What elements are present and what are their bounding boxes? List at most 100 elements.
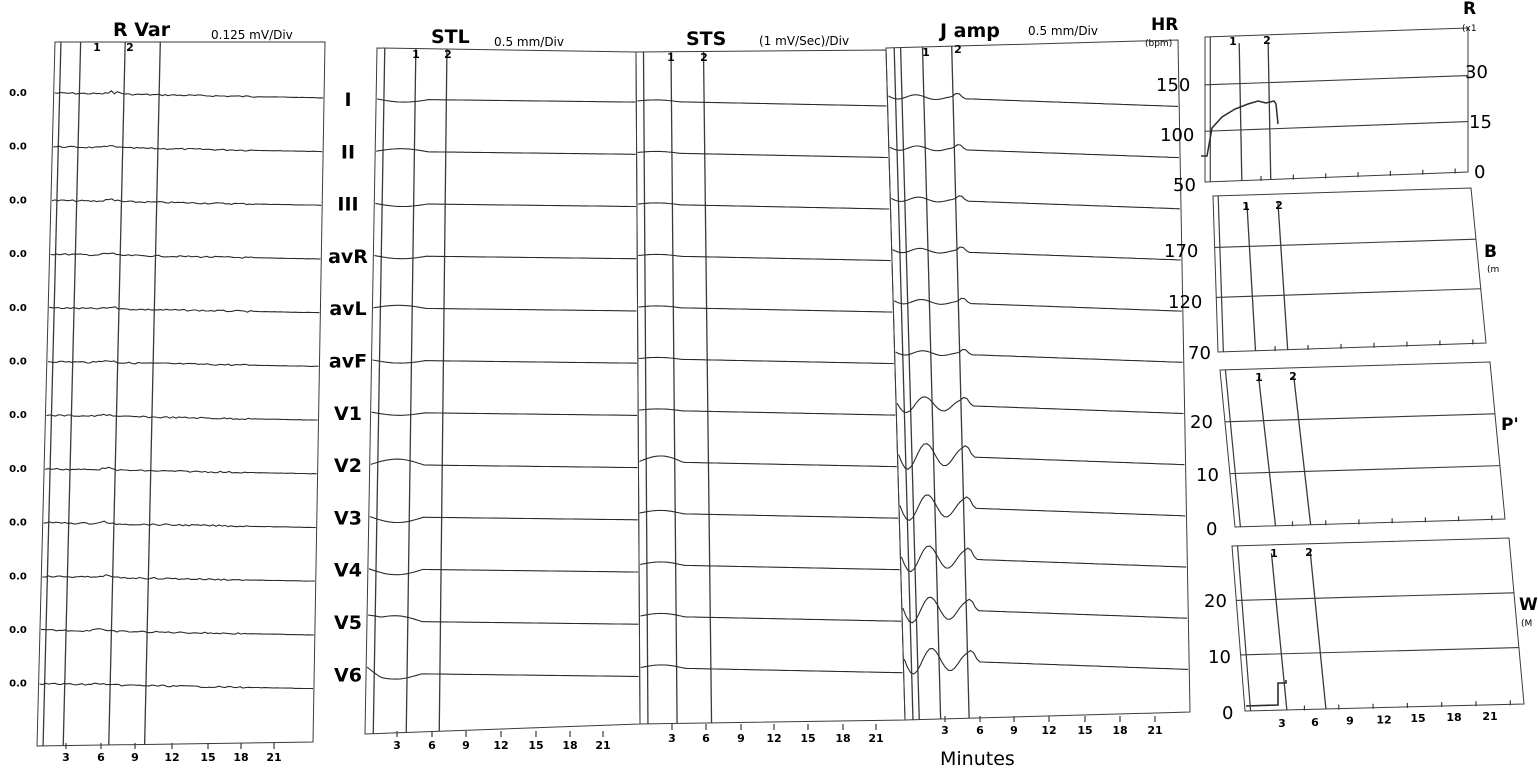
x-tick-label-1-3: 12: [493, 739, 508, 752]
trace-2-lead-6: [639, 408, 896, 416]
x-tick-label-0-0: 3: [62, 751, 70, 764]
x-tick-label-1-5: 18: [562, 739, 577, 752]
trace-3-lead-5: [895, 348, 1183, 363]
trace-1-lead-1: [376, 148, 636, 155]
x-tick-label-0-1: 6: [97, 751, 105, 764]
event-line-3-2: [921, 46, 942, 720]
rvar-baseline-label-5: 0.0: [9, 357, 27, 368]
workload-step-line: [1245, 680, 1287, 707]
side-marker-4-0: 1: [1229, 35, 1237, 48]
x-tick-label-1-2: 9: [462, 739, 470, 752]
x-tick-label-1-4: 15: [528, 739, 543, 752]
trace-0-lead-11: [39, 682, 314, 690]
trace-1-lead-3: [374, 255, 637, 260]
lead-label-iii: III: [337, 194, 358, 216]
main-panel-frame-1: [364, 47, 641, 735]
trace-0-lead-9: [42, 574, 315, 582]
event-line-0-0: [42, 41, 62, 746]
x-tick-label-3-1: 6: [976, 724, 984, 737]
side-gridline-6-0: [1224, 413, 1495, 423]
x-tick-label-2-5: 18: [835, 732, 850, 745]
side-x-tick-label-1: 6: [1311, 716, 1319, 729]
trace-0-lead-8: [43, 520, 316, 529]
side-gridline-5-0: [1214, 238, 1476, 249]
r-side-units: (x1: [1462, 24, 1477, 34]
w-side-title: W: [1519, 595, 1538, 615]
trace-2-lead-8: [639, 509, 899, 519]
trace-0-lead-2: [51, 198, 322, 206]
r-ytick-30: 30: [1465, 62, 1488, 83]
hr-ytick-150: 150: [1156, 75, 1190, 96]
lead-label-i: I: [344, 89, 351, 111]
event-marker-2-1: 2: [700, 51, 708, 64]
r-ytick-15: 15: [1469, 112, 1492, 133]
event-marker-0-1: 2: [126, 41, 134, 54]
r-ytick-0: 0: [1474, 162, 1485, 183]
b-side-units: (m: [1487, 265, 1499, 275]
rvar-baseline-label-0: 0.0: [9, 88, 27, 99]
trace-0-lead-6: [46, 413, 318, 421]
x-tick-label-3-5: 18: [1112, 724, 1127, 737]
side-x-tick-label-0: 3: [1278, 717, 1286, 730]
trace-3-lead-7: [897, 443, 1185, 470]
event-marker-1-0: 1: [412, 48, 420, 61]
trace-2-lead-2: [637, 202, 890, 210]
trace-3-lead-8: [899, 494, 1186, 522]
trace-1-lead-10: [367, 614, 639, 625]
side-panel-frame-5: [1212, 187, 1487, 353]
hr-units: (bpm): [1145, 39, 1172, 49]
lead-label-avr: avR: [328, 246, 368, 268]
trace-3-lead-9: [900, 545, 1187, 573]
trace-1-lead-2: [375, 202, 636, 208]
event-line-2-1: [670, 51, 678, 724]
side-event-line-4-0: [1238, 43, 1243, 181]
event-line-0-3: [143, 41, 161, 745]
side-marker-6-0: 1: [1255, 371, 1263, 384]
side-edge-line-7: [1236, 545, 1252, 711]
trace-2-lead-4: [638, 305, 893, 313]
event-marker-2-0: 1: [667, 51, 675, 64]
lead-label-avf: avF: [329, 351, 367, 373]
rvar-baseline-label-9: 0.0: [9, 571, 27, 582]
event-line-1-0: [372, 48, 386, 734]
trace-1-lead-9: [368, 568, 639, 576]
b-ytick-170: 170: [1164, 241, 1198, 262]
side-event-line-7-0: [1270, 553, 1288, 711]
event-line-3-0: [893, 47, 914, 720]
trace-2-lead-11: [640, 664, 903, 674]
event-marker-0-0: 1: [93, 41, 101, 54]
w-side-units: (M: [1521, 619, 1532, 629]
hr-ytick-50: 50: [1173, 175, 1196, 196]
x-tick-label-0-4: 15: [200, 751, 215, 764]
hr-ytick-100: 100: [1160, 125, 1194, 146]
grid-layer: [36, 27, 1525, 749]
hr-trend-line: [1201, 100, 1279, 157]
trace-3-lead-2: [891, 195, 1180, 210]
x-tick-label-1-1: 6: [428, 739, 436, 752]
b-ytick-120: 120: [1168, 292, 1202, 313]
text-layer: R Var 0.125 mV/Div STL 0.5 mm/Div STS (1…: [9, 0, 1538, 770]
rvar-baseline-label-7: 0.0: [9, 464, 27, 475]
sts-units: (1 mV/Sec)/Div: [759, 34, 849, 48]
event-line-1-1: [405, 48, 417, 733]
side-gridline-6-1: [1229, 465, 1500, 475]
event-marker-3-0: 1: [922, 46, 930, 59]
side-panel-frame-7: [1231, 537, 1525, 712]
side-marker-5-0: 1: [1242, 200, 1250, 213]
lead-label-v3: V3: [334, 507, 362, 529]
trace-0-lead-4: [49, 306, 320, 314]
rvar-baseline-label-6: 0.0: [9, 410, 27, 421]
trace-1-lead-7: [370, 458, 638, 469]
rvar-baseline-label-11: 0.0: [9, 679, 27, 690]
trace-1-lead-8: [369, 516, 638, 524]
side-marker-5-1: 2: [1275, 199, 1283, 212]
x-tick-label-2-4: 15: [800, 732, 815, 745]
x-tick-label-0-5: 18: [233, 751, 248, 764]
main-panel-frame-3: [885, 39, 1191, 721]
rvar-title: R Var: [113, 19, 171, 41]
x-tick-label-0-2: 9: [131, 751, 139, 764]
traces-layer: [39, 90, 1287, 707]
side-gridline-7-0: [1236, 592, 1514, 601]
side-panel-frame-6: [1219, 361, 1506, 528]
trace-3-lead-0: [888, 92, 1179, 107]
